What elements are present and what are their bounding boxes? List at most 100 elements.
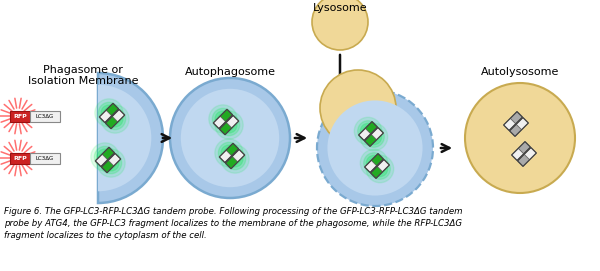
- Bar: [503, 112, 523, 130]
- Circle shape: [372, 161, 388, 177]
- Bar: [518, 147, 536, 166]
- Bar: [220, 109, 233, 122]
- Circle shape: [224, 149, 245, 170]
- FancyBboxPatch shape: [30, 111, 60, 121]
- Bar: [213, 109, 233, 128]
- Bar: [512, 148, 524, 160]
- Bar: [359, 128, 371, 140]
- Bar: [106, 103, 119, 116]
- Bar: [95, 147, 115, 167]
- Bar: [219, 143, 239, 163]
- Bar: [220, 122, 232, 135]
- Circle shape: [364, 153, 385, 173]
- Circle shape: [312, 0, 368, 50]
- Bar: [365, 160, 377, 172]
- FancyBboxPatch shape: [10, 111, 30, 121]
- Circle shape: [221, 145, 237, 161]
- Circle shape: [218, 115, 239, 136]
- Bar: [226, 149, 245, 169]
- FancyBboxPatch shape: [30, 153, 60, 163]
- Bar: [101, 160, 114, 173]
- Text: RFP: RFP: [13, 156, 27, 160]
- Bar: [359, 122, 377, 140]
- Circle shape: [328, 101, 422, 196]
- Circle shape: [181, 89, 279, 187]
- Text: LC3ΔG: LC3ΔG: [36, 114, 54, 118]
- Text: RFP: RFP: [13, 114, 27, 118]
- Bar: [99, 110, 112, 122]
- Circle shape: [101, 105, 129, 133]
- Circle shape: [366, 129, 382, 145]
- Circle shape: [360, 123, 376, 139]
- Bar: [112, 109, 125, 122]
- Bar: [108, 153, 121, 166]
- Bar: [219, 150, 232, 163]
- Circle shape: [317, 90, 433, 206]
- Circle shape: [104, 108, 125, 130]
- Text: Autolysosome: Autolysosome: [481, 67, 559, 77]
- Bar: [512, 142, 530, 160]
- Circle shape: [107, 111, 123, 127]
- Bar: [518, 154, 530, 166]
- Bar: [371, 160, 389, 178]
- Circle shape: [366, 155, 382, 171]
- Circle shape: [360, 123, 388, 151]
- Circle shape: [103, 155, 119, 171]
- Bar: [509, 124, 521, 136]
- Bar: [503, 118, 516, 130]
- Circle shape: [354, 117, 382, 145]
- Wedge shape: [98, 85, 151, 191]
- Bar: [371, 154, 383, 166]
- Circle shape: [209, 105, 237, 133]
- Text: Autophagosome: Autophagosome: [185, 67, 275, 77]
- Circle shape: [366, 155, 394, 183]
- Bar: [226, 115, 239, 128]
- Circle shape: [360, 149, 388, 177]
- Bar: [365, 134, 377, 146]
- Bar: [99, 103, 119, 122]
- Bar: [106, 109, 125, 129]
- Circle shape: [215, 139, 243, 167]
- Bar: [106, 116, 118, 129]
- Bar: [213, 116, 226, 128]
- Bar: [365, 154, 383, 172]
- Circle shape: [91, 143, 119, 171]
- Bar: [365, 122, 377, 134]
- Circle shape: [95, 99, 123, 127]
- Bar: [232, 149, 245, 162]
- Bar: [377, 160, 389, 172]
- Bar: [220, 115, 239, 135]
- Bar: [226, 143, 239, 156]
- Circle shape: [215, 111, 243, 139]
- Circle shape: [465, 83, 575, 193]
- Circle shape: [218, 142, 239, 163]
- Bar: [365, 128, 383, 146]
- Text: Phagasome or: Phagasome or: [43, 65, 123, 75]
- Circle shape: [98, 102, 119, 124]
- Circle shape: [212, 108, 233, 130]
- Bar: [95, 154, 108, 167]
- Circle shape: [101, 105, 117, 121]
- Circle shape: [94, 146, 115, 167]
- Text: Lysosome: Lysosome: [313, 3, 367, 13]
- Circle shape: [97, 149, 125, 177]
- Circle shape: [370, 159, 390, 179]
- Circle shape: [97, 149, 113, 165]
- Text: Isolation Membrane: Isolation Membrane: [28, 76, 138, 86]
- Bar: [102, 147, 115, 160]
- Text: LC3ΔG: LC3ΔG: [36, 156, 54, 160]
- Bar: [511, 112, 523, 124]
- Circle shape: [227, 151, 243, 167]
- Text: Figure 6. The GFP-LC3-RFP-LC3ΔG tandem probe. Following processing of the GFP-LC: Figure 6. The GFP-LC3-RFP-LC3ΔG tandem p…: [4, 207, 463, 240]
- Wedge shape: [98, 73, 163, 203]
- Circle shape: [170, 78, 290, 198]
- Circle shape: [320, 70, 396, 146]
- Circle shape: [221, 145, 249, 173]
- Bar: [518, 142, 530, 154]
- Circle shape: [358, 121, 379, 141]
- Circle shape: [215, 111, 231, 127]
- Bar: [226, 156, 238, 169]
- Bar: [101, 153, 121, 173]
- Bar: [509, 118, 529, 136]
- Bar: [371, 128, 383, 140]
